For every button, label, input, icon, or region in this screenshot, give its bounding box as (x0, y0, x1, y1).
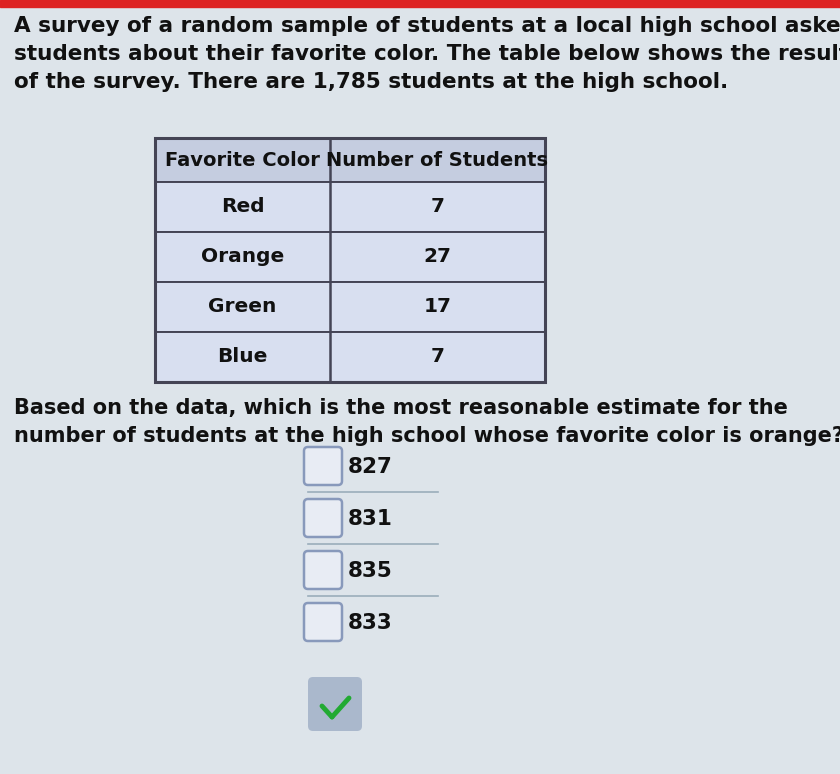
Text: Based on the data, which is the most reasonable estimate for the
number of stude: Based on the data, which is the most rea… (14, 398, 840, 446)
Text: Favorite Color: Favorite Color (165, 150, 320, 170)
Text: 17: 17 (423, 297, 452, 317)
Text: A survey of a random sample of students at a local high school asked
students ab: A survey of a random sample of students … (14, 16, 840, 92)
Text: 27: 27 (423, 248, 452, 266)
Text: Blue: Blue (218, 348, 268, 367)
FancyBboxPatch shape (304, 603, 342, 641)
Text: 7: 7 (431, 197, 444, 217)
Bar (155, 332, 545, 382)
Text: 827: 827 (348, 457, 393, 477)
Text: Number of Students: Number of Students (327, 150, 549, 170)
Text: 831: 831 (348, 509, 393, 529)
FancyBboxPatch shape (304, 447, 342, 485)
Text: Green: Green (208, 297, 276, 317)
Text: Red: Red (221, 197, 265, 217)
FancyBboxPatch shape (304, 551, 342, 589)
FancyBboxPatch shape (304, 499, 342, 537)
Bar (155, 182, 545, 232)
Text: 833: 833 (348, 613, 393, 633)
FancyBboxPatch shape (308, 677, 362, 731)
Bar (155, 282, 545, 332)
Bar (155, 138, 545, 182)
Bar (155, 138, 545, 382)
Text: 7: 7 (431, 348, 444, 367)
Bar (155, 232, 545, 282)
Bar (0, 0, 840, 7)
Text: 835: 835 (348, 561, 393, 581)
Text: Orange: Orange (201, 248, 284, 266)
